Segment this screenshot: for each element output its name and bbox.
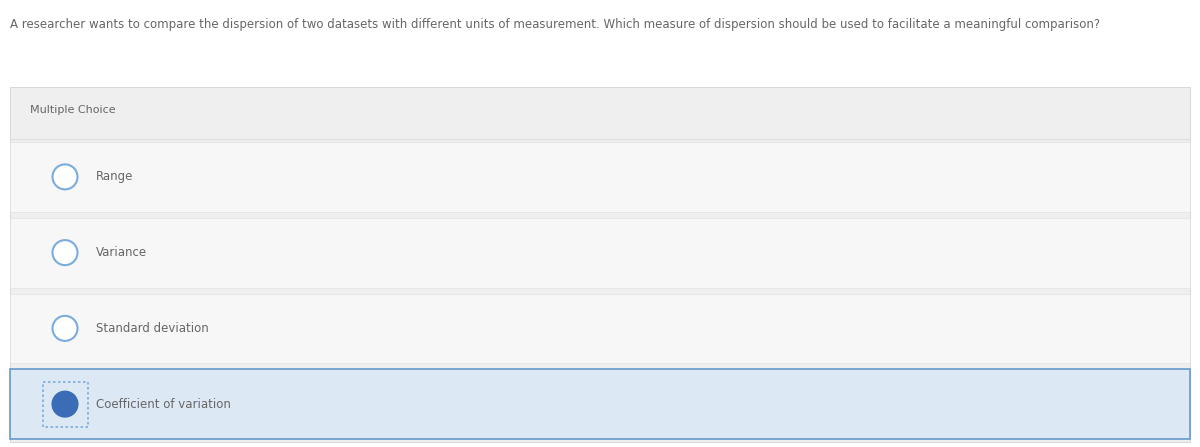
Bar [42,382,88,426]
Bar [10,142,1190,212]
Text: Range: Range [96,170,133,183]
Bar [10,369,1190,439]
Ellipse shape [53,164,78,190]
Text: Multiple Choice: Multiple Choice [30,105,115,115]
Ellipse shape [53,240,78,265]
Ellipse shape [53,316,78,341]
Text: A researcher wants to compare the dispersion of two datasets with different unit: A researcher wants to compare the disper… [10,18,1100,31]
Bar [10,294,1190,363]
Text: Coefficient of variation: Coefficient of variation [96,398,230,411]
Text: Variance: Variance [96,246,146,259]
Ellipse shape [53,392,78,417]
Bar [10,218,1190,287]
Bar [10,87,1190,442]
Text: Standard deviation: Standard deviation [96,322,209,335]
